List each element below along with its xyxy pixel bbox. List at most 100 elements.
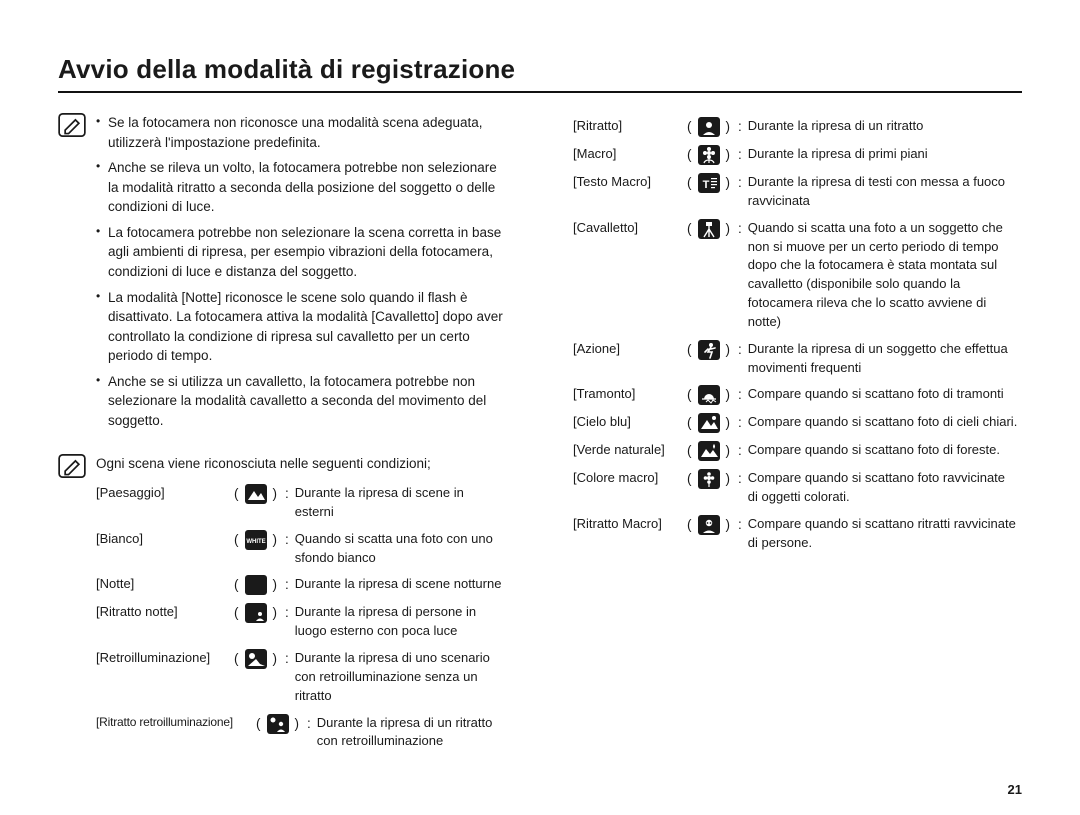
paren-open: ( [687,469,692,489]
scene-label: [Testo Macro] [573,173,681,192]
green-icon [698,441,720,461]
paren-open: ( [234,649,239,669]
scene-label: [Ritratto notte] [96,603,228,622]
scene-row: [Tramonto]():Compare quando si scattano … [573,385,1018,405]
scene-row: [Retroilluminazione]():Durante la ripres… [96,649,503,706]
scene-label: [Notte] [96,575,228,594]
note-bullet: Anche se rileva un volto, la fotocamera … [96,158,503,217]
paren-close: ) [273,603,278,623]
paren-close: ) [726,515,731,535]
paren-close: ) [726,145,731,165]
scene-desc: Durante la ripresa di un soggetto che ef… [748,340,1018,378]
sunset-icon [698,385,720,405]
paren-open: ( [234,575,239,595]
scene-desc: Durante la ripresa di persone in luogo e… [295,603,503,641]
paren-open: ( [687,173,692,193]
note-block-1: Se la fotocamera non riconosce una modal… [58,113,503,436]
scene-row: [Paesaggio]():Durante la ripresa di scen… [96,484,503,522]
moon-person-icon [245,603,267,623]
scene-label: [Ritratto retroilluminazione] [96,714,250,731]
scene-label: [Retroilluminazione] [96,649,228,668]
flower-color-icon [698,469,720,489]
scene-label: [Ritratto Macro] [573,515,681,534]
colon: : [736,469,742,489]
scene-row: [Testo Macro]():Durante la ripresa di te… [573,173,1018,211]
sky-icon [698,413,720,433]
scene-label: [Macro] [573,145,681,164]
scene-label: [Paesaggio] [96,484,228,503]
paren-open: ( [687,219,692,239]
scene-row: [Cielo blu]():Compare quando si scattano… [573,413,1018,433]
paren-close: ) [726,219,731,239]
scene-row: [Azione] (): Durante la ripresa di un sogg… [573,340,1018,378]
backlight-icon [245,649,267,669]
pencil-note-icon [58,113,86,137]
paren-close: ) [726,413,731,433]
paren-close: ) [726,441,731,461]
paren-close: ) [726,385,731,405]
scene-row: [Ritratto retroilluminazione]():Durante … [96,714,503,752]
colon: : [736,441,742,461]
colon: : [283,603,289,623]
scene-row: [Colore macro] (): Compare quando si scatt… [573,469,1018,507]
flower-icon [698,145,720,165]
colon: : [736,515,742,535]
colon: : [736,340,742,360]
scene-label: [Cavalletto] [573,219,681,238]
paren-close: ) [726,117,731,137]
scene-row: [Ritratto]():Durante la ripresa di un ri… [573,117,1018,137]
tripod-icon [698,219,720,239]
note-block-2: Ogni scena viene riconosciuta nelle segu… [58,454,503,759]
scene-label: [Colore macro] [573,469,681,488]
colon: : [736,173,742,193]
scene-label: [Cielo blu] [573,413,681,432]
scene-label: [Azione] [573,340,681,359]
paren-open: ( [687,340,692,360]
colon: : [283,575,289,595]
paren-close: ) [273,484,278,504]
scene-desc: Durante la ripresa di primi piani [748,145,1018,164]
mountain-icon [245,484,267,504]
paren-open: ( [234,603,239,623]
scene-desc: Compare quando si scattano ritratti ravv… [748,515,1018,553]
scene-desc: Durante la ripresa di uno scenario con r… [295,649,503,706]
colon: : [283,484,289,504]
paren-close: ) [726,469,731,489]
scene-desc: Durante la ripresa di scene in esterni [295,484,503,522]
paren-close: ) [273,575,278,595]
paren-open: ( [687,413,692,433]
paren-open: ( [256,714,261,734]
note-bullet: La fotocamera potrebbe non selezionare l… [96,223,503,282]
moon-icon [245,575,267,595]
paren-close: ) [726,340,731,360]
colon: : [736,219,742,239]
scene-row: [Ritratto Macro]():Compare quando si sca… [573,515,1018,553]
scene-row: [Ritratto notte] (): Durante la ripresa di… [96,603,503,641]
scene-desc: Durante la ripresa di testi con messa a … [748,173,1018,211]
scene-desc: Compare quando si scattano foto di fores… [748,441,1018,460]
backlight-person-icon [267,714,289,734]
paren-close: ) [295,714,300,734]
note-bullet: Anche se si utilizza un cavalletto, la f… [96,372,503,431]
scene-label: [Verde naturale] [573,441,681,460]
page-number: 21 [1008,782,1022,797]
scene-label: [Bianco] [96,530,228,549]
scene-desc: Compare quando si scattano foto di cieli… [748,413,1018,432]
person-icon [698,117,720,137]
scene-label: [Tramonto] [573,385,681,404]
white-icon [245,530,267,550]
scene-desc: Compare quando si scattano foto ravvicin… [748,469,1018,507]
paren-close: ) [273,649,278,669]
paren-close: ) [273,530,278,550]
colon: : [283,530,289,550]
paren-open: ( [687,145,692,165]
colon: : [305,714,311,734]
scene-desc: Compare quando si scattano foto di tramo… [748,385,1018,404]
scene-label: [Ritratto] [573,117,681,136]
scene-row: [Notte] (): Durante la ripresa di scene no… [96,575,503,595]
scene-row: [Bianco]():Quando si scatta una foto con… [96,530,503,568]
paren-open: ( [234,530,239,550]
action-icon [698,340,720,360]
scene-desc: Durante la ripresa di scene notturne [295,575,503,594]
page-title: Avvio della modalità di registrazione [58,54,1022,93]
